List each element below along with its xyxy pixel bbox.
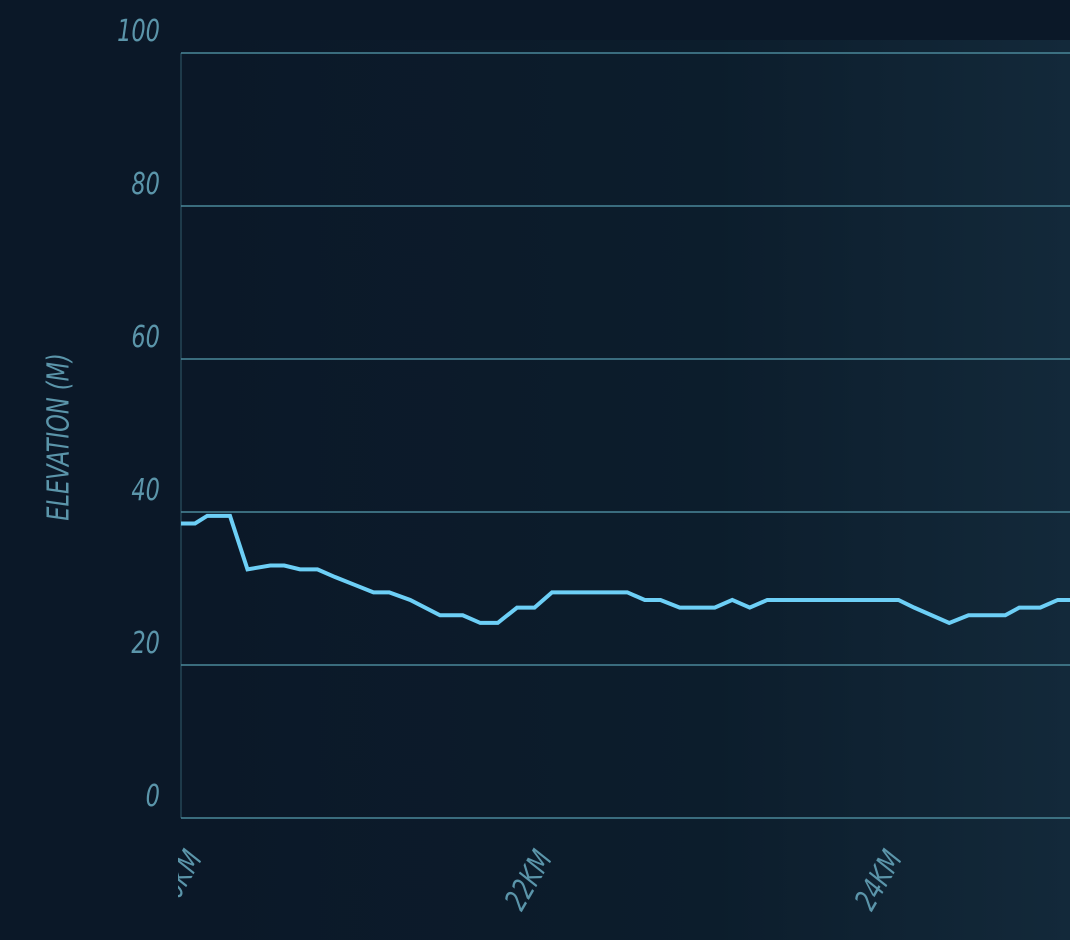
elevation-line bbox=[181, 513, 1070, 626]
y-tick-label: 40 bbox=[131, 473, 160, 508]
y-axis-label: ELEVATION (M) bbox=[41, 353, 76, 521]
y-tick-label: 0 bbox=[146, 779, 160, 814]
y-tick-label: 80 bbox=[131, 167, 160, 202]
y-tick-label: 100 bbox=[117, 14, 160, 49]
y-tick-label: 20 bbox=[131, 626, 160, 661]
plot-background bbox=[181, 40, 1070, 940]
y-tick-label: 60 bbox=[131, 320, 160, 355]
